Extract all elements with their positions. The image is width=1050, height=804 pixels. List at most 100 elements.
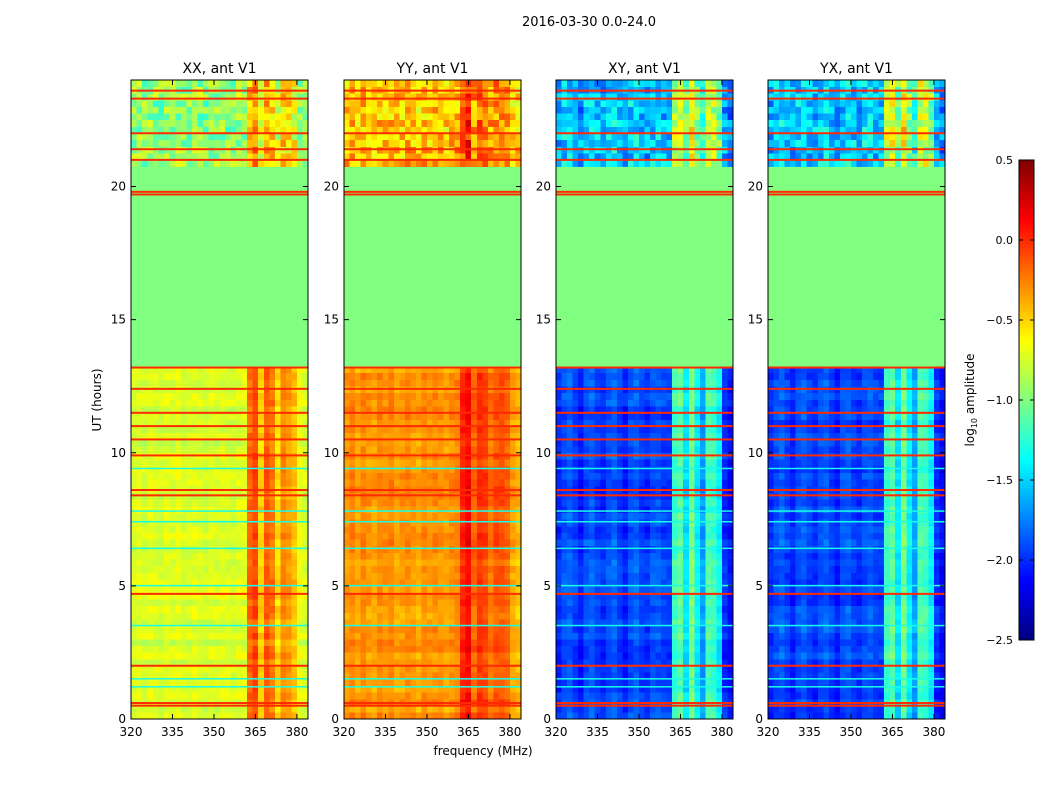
heatmap-cell (192, 446, 198, 453)
heatmap-cell (236, 360, 242, 367)
heatmap-cell (264, 439, 270, 446)
heatmap-cell (366, 546, 372, 553)
heatmap-cell (181, 200, 187, 207)
heatmap-cell (421, 446, 427, 453)
heatmap-cell (258, 133, 264, 140)
heatmap-cell (427, 513, 433, 520)
heatmap-cell (131, 280, 137, 287)
heatmap-cell (504, 340, 510, 347)
heatmap-cell (488, 539, 494, 546)
heatmap-cell (131, 300, 137, 307)
heatmap-cell (131, 293, 137, 300)
heatmap-cell (410, 413, 416, 420)
heatmap-cell (302, 107, 308, 114)
heatmap-cell (449, 346, 455, 353)
heatmap-cell (449, 546, 455, 553)
heatmap-cell (148, 459, 154, 466)
heatmap-cell (242, 426, 248, 433)
heatmap-cell (164, 559, 170, 566)
heatmap-cell (181, 539, 187, 546)
heatmap-cell (383, 353, 389, 360)
heatmap-cell (142, 120, 148, 127)
heatmap-cell (175, 120, 181, 127)
heatmap-cell (197, 393, 203, 400)
heatmap-cell (148, 546, 154, 553)
heatmap-cell (214, 400, 220, 407)
heatmap-cell (344, 446, 350, 453)
heatmap-cell (258, 613, 264, 620)
heatmap-cell (350, 559, 356, 566)
heatmap-cell (510, 712, 516, 719)
heatmap-cell (286, 266, 292, 273)
heatmap-cell (148, 233, 154, 240)
heatmap-cell (236, 632, 242, 639)
heatmap-cell (372, 626, 378, 633)
heatmap-cell (192, 613, 198, 620)
heatmap-cell (297, 226, 303, 233)
heatmap-cell (344, 599, 350, 606)
heatmap-cell (231, 206, 237, 213)
heatmap-cell (131, 286, 137, 293)
heatmap-cell (515, 380, 521, 387)
heatmap-cell (394, 446, 400, 453)
heatmap-cell (236, 559, 242, 566)
heatmap-cell (394, 426, 400, 433)
heatmap-cell (297, 439, 303, 446)
heatmap-cell (399, 466, 405, 473)
heatmap-cell (493, 626, 499, 633)
heatmap-cell (302, 340, 308, 347)
heatmap-cell (515, 353, 521, 360)
heatmap-cell (153, 280, 159, 287)
heatmap-cell (297, 253, 303, 260)
heatmap-cell (377, 553, 383, 560)
heatmap-cell (220, 446, 226, 453)
heatmap-cell (181, 160, 187, 167)
heatmap-cell (377, 439, 383, 446)
heatmap-cell (137, 566, 143, 573)
heatmap-cell (350, 380, 356, 387)
heatmap-cell (131, 340, 137, 347)
heatmap-cell (186, 666, 192, 673)
heatmap-cell (264, 459, 270, 466)
heatmap-cell (164, 200, 170, 207)
heatmap-cell (460, 526, 466, 533)
heatmap-cell (170, 333, 176, 340)
heatmap-cell (197, 499, 203, 506)
heatmap-cell (515, 466, 521, 473)
heatmap-cell (466, 413, 472, 420)
heatmap-cell (258, 107, 264, 114)
heatmap-cell (466, 340, 472, 347)
heatmap-cell (186, 266, 192, 273)
heatmap-cell (438, 526, 444, 533)
heatmap-cell (153, 413, 159, 420)
heatmap-cell (236, 333, 242, 340)
heatmap-cell (466, 586, 472, 593)
heatmap-cell (350, 466, 356, 473)
heatmap-cell (131, 400, 137, 407)
heatmap-cell (170, 113, 176, 120)
heatmap-cell (148, 360, 154, 367)
heatmap-cell (280, 652, 286, 659)
heatmap-cell (275, 626, 281, 633)
heatmap-cell (164, 100, 170, 107)
heatmap-cell (291, 253, 297, 260)
heatmap-cell (208, 706, 214, 713)
heatmap-cell (427, 439, 433, 446)
heatmap-cell (488, 340, 494, 347)
heatmap-cell (247, 167, 253, 174)
heatmap-cell (504, 380, 510, 387)
heatmap-cell (164, 167, 170, 174)
heatmap-cell (466, 546, 472, 553)
heatmap-cell (197, 479, 203, 486)
heatmap-cell (153, 167, 159, 174)
heatmap-cell (510, 573, 516, 580)
heatmap-cell (247, 260, 253, 267)
heatmap-cell (225, 273, 231, 280)
quiet-line (131, 678, 308, 680)
heatmap-cell (291, 346, 297, 353)
heatmap-cell (416, 639, 422, 646)
heatmap-cell (131, 559, 137, 566)
heatmap-cell (455, 439, 461, 446)
heatmap-cell (286, 400, 292, 407)
heatmap-cell (477, 506, 483, 513)
